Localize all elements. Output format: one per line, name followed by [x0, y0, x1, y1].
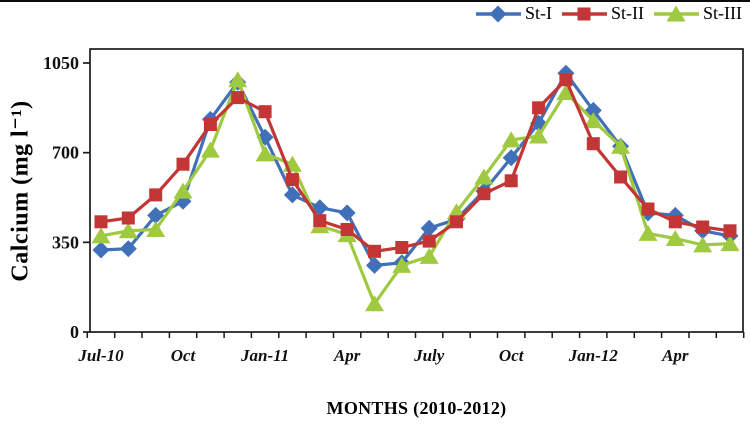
- triangle-marker: [200, 141, 220, 158]
- legend-label-st-iii: St-III: [703, 3, 742, 23]
- triangle-marker: [146, 221, 166, 237]
- st-ii-square-line-icon: [562, 7, 607, 20]
- triangle-marker: [665, 230, 685, 246]
- x-tick-label: Jul-10: [77, 346, 124, 365]
- square-marker: [450, 215, 463, 229]
- triangle-marker: [666, 5, 686, 21]
- x-tick-label: Apr: [661, 346, 689, 365]
- legend-label-st-i: St-I: [525, 3, 552, 23]
- x-tick-label: Jan-11: [240, 346, 289, 365]
- y-tick-label: 0: [70, 322, 79, 342]
- square-marker: [231, 91, 245, 105]
- diamond-marker: [92, 241, 110, 259]
- legend-item-st-iii: St-III: [653, 3, 742, 24]
- x-tick-label: Oct: [171, 346, 197, 365]
- square-marker: [203, 118, 217, 131]
- square-marker: [614, 170, 628, 184]
- square-marker: [504, 174, 518, 188]
- triangle-marker: [255, 145, 275, 162]
- diamond-marker: [147, 206, 165, 224]
- triangle-marker: [501, 131, 521, 148]
- square-marker: [532, 101, 546, 115]
- plot-border: [89, 48, 744, 333]
- legend-item-st-i: St-I: [475, 3, 552, 24]
- triangle-marker: [365, 295, 384, 312]
- square-marker: [149, 188, 163, 202]
- square-marker: [586, 137, 600, 151]
- diamond-marker: [338, 204, 356, 222]
- square-marker: [577, 7, 591, 20]
- square-marker: [559, 73, 573, 87]
- diamond-marker: [119, 240, 137, 258]
- triangle-marker: [720, 235, 740, 252]
- triangle-marker: [392, 256, 412, 273]
- triangle-marker: [173, 182, 193, 199]
- triangle-marker: [583, 112, 603, 129]
- legend-label-st-ii: St-II: [611, 3, 644, 23]
- square-marker: [668, 215, 682, 229]
- triangle-marker: [611, 137, 631, 154]
- square-marker: [477, 187, 491, 201]
- diamond-marker: [420, 219, 438, 237]
- y-tick-label: 1050: [43, 53, 79, 73]
- square-marker: [176, 157, 190, 171]
- triangle-marker: [556, 84, 576, 100]
- diamond-marker: [366, 256, 383, 274]
- square-marker: [395, 241, 409, 254]
- triangle-marker: [693, 236, 713, 253]
- triangle-marker: [91, 227, 111, 244]
- square-marker: [340, 223, 354, 236]
- st-i-diamond-line-icon: [476, 5, 521, 22]
- triangle-marker: [474, 168, 494, 185]
- x-tick-label: July: [413, 346, 445, 365]
- legend-item-st-ii: St-II: [561, 3, 644, 24]
- x-tick-label: Jan-12: [568, 346, 619, 365]
- diamond-marker: [502, 149, 520, 167]
- square-marker: [94, 215, 108, 229]
- st-iii-triangle-line-icon: [654, 5, 699, 21]
- square-marker: [121, 211, 135, 225]
- series-line-St-III: [100, 78, 731, 306]
- triangle-marker: [529, 127, 549, 144]
- image-top-border: [0, 0, 750, 2]
- square-marker: [641, 202, 655, 216]
- square-marker: [368, 244, 381, 258]
- square-marker: [313, 214, 327, 228]
- y-tick-label: 700: [52, 143, 79, 163]
- x-tick-label: Apr: [333, 346, 361, 365]
- square-marker: [422, 234, 436, 248]
- x-tick-label: Oct: [499, 346, 525, 365]
- triangle-marker: [228, 71, 248, 88]
- triangle-marker: [638, 224, 658, 241]
- chart-legend: St-I St-II St-III: [475, 3, 742, 24]
- series-line-St-I: [100, 71, 731, 267]
- square-marker: [285, 173, 299, 187]
- triangle-marker: [419, 247, 439, 264]
- square-marker: [723, 224, 737, 238]
- square-marker: [258, 105, 272, 119]
- y-tick-label: 350: [52, 232, 79, 252]
- triangle-marker: [118, 222, 138, 239]
- x-axis-title: MONTHS (2010-2012): [326, 398, 507, 418]
- diamond-marker: [489, 5, 507, 22]
- square-marker: [696, 220, 710, 234]
- diamond-marker: [283, 186, 301, 204]
